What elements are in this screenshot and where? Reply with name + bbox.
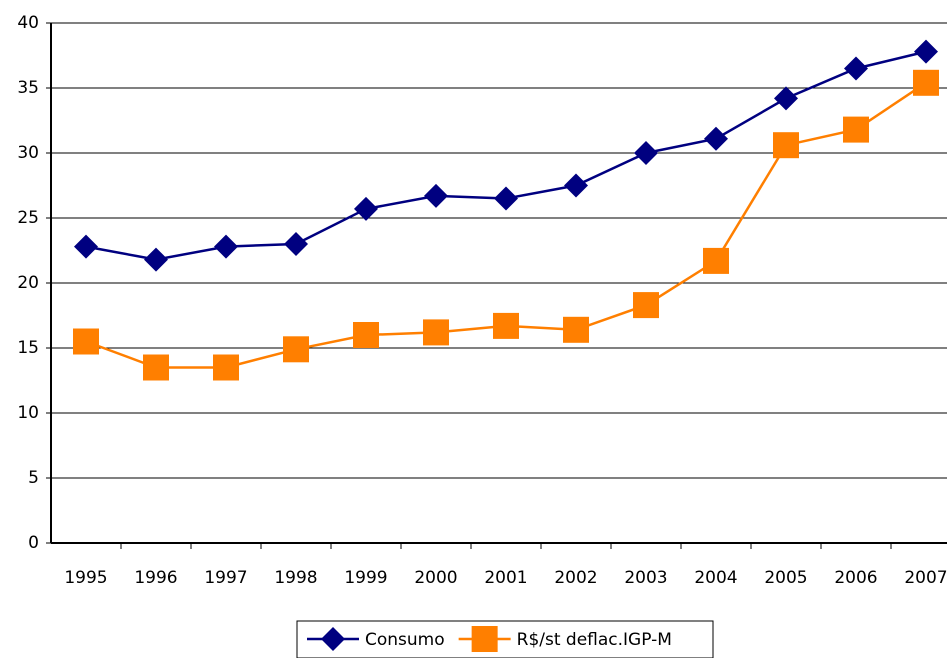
- marker: [914, 39, 938, 64]
- marker: [144, 247, 168, 272]
- legend-label: R$/st deflac.IGP-M: [517, 630, 672, 650]
- marker: [284, 232, 308, 256]
- marker: [563, 316, 589, 343]
- x-tick-label: 2003: [624, 568, 667, 588]
- y-tick-label: 30: [17, 143, 39, 163]
- marker: [353, 322, 379, 348]
- x-tick-label: 1999: [344, 568, 387, 588]
- marker: [843, 116, 869, 143]
- x-tick-label: 1998: [274, 568, 317, 588]
- marker: [493, 312, 519, 339]
- y-tick-label: 25: [17, 208, 39, 228]
- legend-label: Consumo: [365, 630, 445, 650]
- marker: [494, 186, 518, 211]
- marker: [424, 183, 448, 208]
- x-tick-label: 2001: [484, 568, 527, 588]
- x-tick-label: 2007: [904, 568, 947, 588]
- y-tick-label: 10: [17, 403, 39, 423]
- marker: [213, 354, 239, 381]
- marker: [214, 234, 238, 259]
- marker: [633, 292, 659, 319]
- marker: [283, 336, 309, 363]
- y-tick-label: 5: [28, 468, 39, 488]
- x-tick-label: 1996: [134, 568, 177, 588]
- x-tick-label: 2004: [694, 568, 737, 588]
- y-tick-label: 0: [28, 533, 39, 553]
- marker: [143, 354, 169, 381]
- marker: [913, 69, 939, 96]
- y-tick-label: 15: [17, 338, 39, 358]
- x-tick-label: 2000: [414, 568, 457, 588]
- marker: [73, 328, 99, 355]
- x-tick-label: 1995: [64, 568, 107, 588]
- x-tick-label: 2005: [764, 568, 807, 588]
- marker: [354, 196, 378, 221]
- marker: [634, 141, 658, 165]
- marker: [704, 126, 728, 151]
- x-tick-label: 1997: [204, 568, 247, 588]
- marker: [423, 319, 449, 346]
- y-tick-label: 35: [17, 78, 39, 98]
- marker: [774, 86, 798, 111]
- legend-marker: [321, 627, 345, 651]
- y-tick-label: 20: [17, 273, 39, 293]
- legend: Consumo R$/st deflac.IGP-M: [296, 620, 714, 658]
- marker: [773, 132, 799, 159]
- marker: [74, 234, 98, 259]
- x-tick-label: 2006: [834, 568, 877, 588]
- x-tick-label: 2002: [554, 568, 597, 588]
- legend-marker: [471, 626, 498, 652]
- marker: [844, 56, 868, 81]
- marker: [703, 247, 729, 274]
- y-tick-label: 40: [17, 13, 39, 33]
- marker: [564, 173, 588, 198]
